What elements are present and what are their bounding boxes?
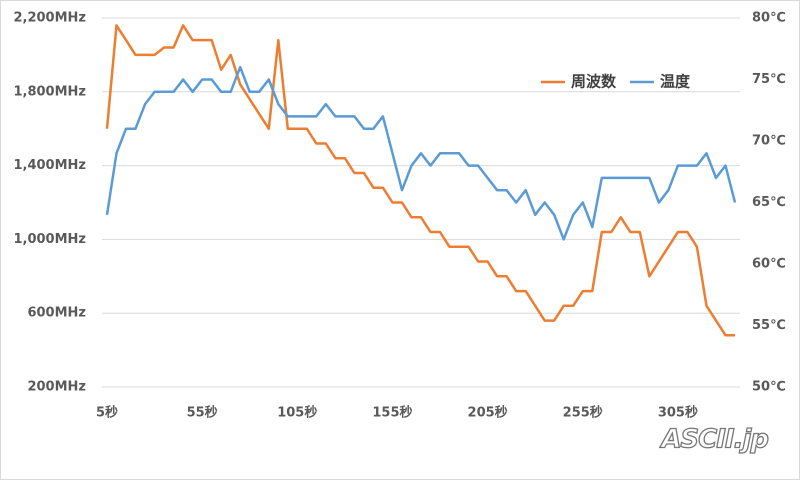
y2-tick-label: 70℃ xyxy=(752,134,786,149)
y2-tick-label: 60℃ xyxy=(752,257,786,272)
y2-tick-label: 55℃ xyxy=(752,318,786,333)
y-tick-label: 200MHz xyxy=(27,380,86,395)
watermark: ASCII.jp xyxy=(659,425,768,455)
series-line xyxy=(105,24,735,337)
y-tick-label: 1,000MHz xyxy=(13,232,86,247)
x-tick-label: 105秒 xyxy=(277,405,317,421)
x-tick-label: 155秒 xyxy=(372,405,412,421)
legend-label: 周波数 xyxy=(571,73,617,91)
y2-tick-label: 65℃ xyxy=(752,195,786,210)
x-tick-label: 5秒 xyxy=(96,405,118,421)
y-tick-label: 600MHz xyxy=(27,306,86,321)
x-tick-label: 305秒 xyxy=(658,405,698,421)
y-tick-label: 1,800MHz xyxy=(13,84,86,99)
y2-tick-label: 80℃ xyxy=(752,11,786,26)
x-tick-label: 255秒 xyxy=(563,405,603,421)
y2-tick-label: 75℃ xyxy=(752,72,786,87)
series-line xyxy=(105,65,737,241)
y-tick-label: 1,400MHz xyxy=(13,158,86,173)
y2-tick-label: 50℃ xyxy=(752,380,786,395)
y-tick-label: 2,200MHz xyxy=(13,11,86,26)
legend-label: 温度 xyxy=(660,73,691,91)
x-tick-label: 205秒 xyxy=(468,405,508,421)
x-tick-label: 55秒 xyxy=(187,405,218,421)
